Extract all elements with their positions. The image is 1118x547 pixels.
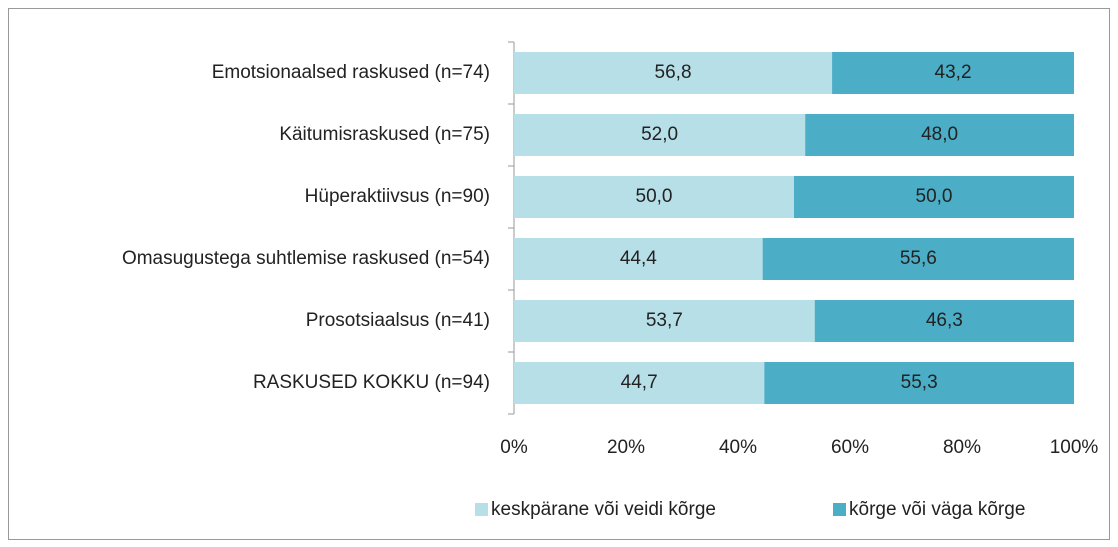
- data-label: 46,3: [926, 310, 963, 331]
- legend-swatch: [475, 503, 488, 516]
- bar-segment: [814, 300, 1074, 342]
- data-label: 44,7: [621, 372, 658, 393]
- data-label: 56,8: [655, 62, 692, 83]
- x-tick-label: 100%: [1050, 437, 1099, 458]
- legend-label: keskpärane või veidi kõrge: [491, 499, 716, 520]
- category-label: Omasugustega suhtlemise raskused (n=54): [122, 248, 490, 269]
- bar-segment: [805, 114, 1074, 156]
- category-label: Käitumisraskused (n=75): [279, 124, 490, 145]
- bar-segment: [794, 176, 1074, 218]
- data-label: 55,6: [900, 248, 937, 269]
- bar-segment: [514, 52, 833, 94]
- category-label: Prosotsiaalsus (n=41): [306, 310, 490, 331]
- legend-label: kõrge või väga kõrge: [849, 499, 1025, 520]
- bar-segment: [832, 52, 1074, 94]
- category-label: RASKUSED KOKKU (n=94): [253, 372, 490, 393]
- bar-segment: [514, 362, 765, 404]
- category-label: Hüperaktiivsus (n=90): [305, 186, 490, 207]
- data-label: 43,2: [935, 62, 972, 83]
- bar-segment: [762, 238, 1074, 280]
- category-label: Emotsionaalsed raskused (n=74): [212, 62, 490, 83]
- data-label: 44,4: [620, 248, 657, 269]
- x-tick-label: 60%: [831, 437, 869, 458]
- data-label: 53,7: [646, 310, 683, 331]
- legend-swatch: [833, 503, 846, 516]
- bar-segment: [514, 300, 815, 342]
- data-label: 50,0: [916, 186, 953, 207]
- x-tick-label: 20%: [607, 437, 645, 458]
- bar-segment: [514, 114, 806, 156]
- bar-segment: [514, 176, 794, 218]
- x-tick-label: 40%: [719, 437, 757, 458]
- bar-segment: [514, 238, 763, 280]
- data-label: 48,0: [921, 124, 958, 145]
- x-tick-label: 0%: [500, 437, 528, 458]
- data-label: 50,0: [636, 186, 673, 207]
- bar-segment: [764, 362, 1074, 404]
- data-label: 52,0: [641, 124, 678, 145]
- x-tick-label: 80%: [943, 437, 981, 458]
- data-label: 55,3: [901, 372, 938, 393]
